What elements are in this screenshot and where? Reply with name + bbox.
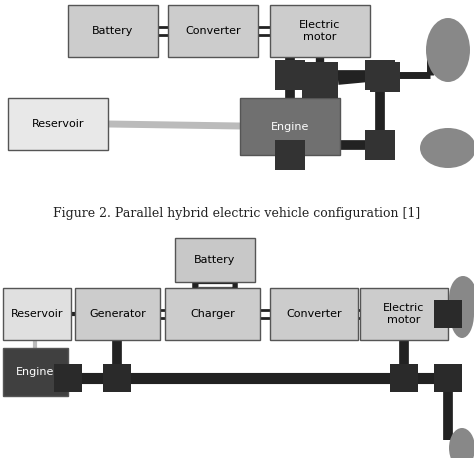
Bar (175, 238, 255, 282)
Ellipse shape (420, 128, 474, 168)
Text: Electric
motor: Electric motor (299, 20, 341, 42)
Ellipse shape (426, 18, 470, 82)
Bar (103, 364, 131, 392)
Bar (3, 348, 68, 396)
Bar (302, 62, 338, 98)
Text: Battery: Battery (194, 255, 236, 265)
Bar (75, 288, 160, 340)
Text: Engine: Engine (271, 121, 309, 131)
Text: Engine: Engine (16, 367, 55, 377)
Bar (275, 140, 305, 170)
Bar (390, 364, 418, 392)
Bar (370, 62, 400, 92)
Bar (360, 288, 448, 340)
Bar (3, 288, 71, 340)
Ellipse shape (450, 290, 474, 338)
Text: Charger: Charger (190, 309, 235, 319)
Bar (365, 60, 395, 90)
Bar (434, 300, 462, 328)
Bar (240, 98, 340, 155)
Text: Figure 2. Parallel hybrid electric vehicle configuration [1]: Figure 2. Parallel hybrid electric vehic… (54, 207, 420, 219)
Bar (275, 60, 305, 90)
Text: Converter: Converter (286, 309, 342, 319)
Bar (270, 5, 370, 57)
Ellipse shape (449, 428, 474, 458)
Bar (270, 288, 358, 340)
Bar (165, 288, 260, 340)
Bar (168, 5, 258, 57)
Text: Converter: Converter (185, 26, 241, 36)
Bar (8, 98, 108, 150)
Text: Reservoir: Reservoir (11, 309, 63, 319)
Bar (54, 364, 82, 392)
Text: Generator: Generator (89, 309, 146, 319)
Text: Battery: Battery (92, 26, 134, 36)
Bar (68, 5, 158, 57)
Text: Reservoir: Reservoir (32, 119, 84, 129)
Bar (365, 130, 395, 160)
Text: Electric
motor: Electric motor (383, 303, 425, 325)
Ellipse shape (449, 276, 474, 320)
Bar (434, 364, 462, 392)
